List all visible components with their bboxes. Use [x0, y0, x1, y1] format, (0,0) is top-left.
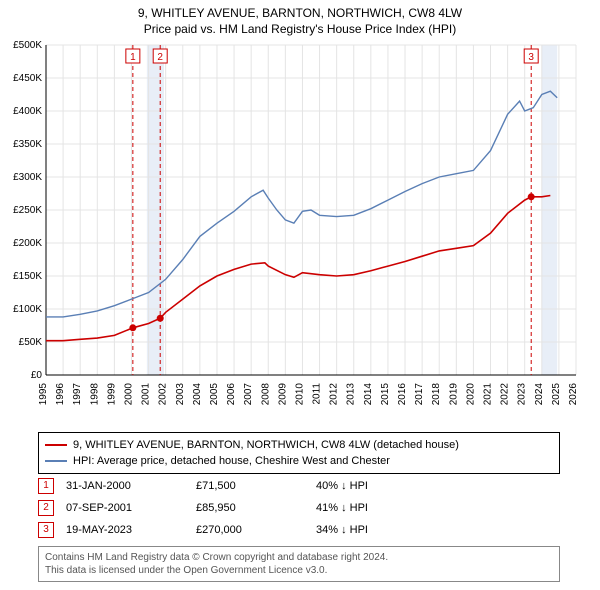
- svg-text:£450K: £450K: [13, 73, 42, 84]
- sale-row-2: 2 07-SEP-2001 £85,950 41% ↓ HPI: [38, 500, 368, 516]
- svg-text:2026: 2026: [568, 383, 579, 406]
- svg-text:2025: 2025: [551, 383, 562, 406]
- svg-text:2023: 2023: [517, 383, 528, 406]
- svg-text:2021: 2021: [483, 383, 494, 406]
- sale-date: 07-SEP-2001: [66, 502, 196, 514]
- attribution-box: Contains HM Land Registry data © Crown c…: [38, 546, 560, 582]
- svg-text:£100K: £100K: [13, 304, 42, 315]
- svg-text:£250K: £250K: [13, 205, 42, 216]
- svg-text:2: 2: [157, 52, 163, 63]
- legend-label: HPI: Average price, detached house, Ches…: [73, 455, 390, 467]
- svg-text:£300K: £300K: [13, 172, 42, 183]
- svg-text:2013: 2013: [346, 383, 357, 406]
- svg-text:2018: 2018: [431, 383, 442, 406]
- svg-text:2000: 2000: [123, 383, 134, 406]
- svg-text:2022: 2022: [500, 383, 511, 406]
- svg-text:1996: 1996: [55, 383, 66, 406]
- svg-text:1: 1: [130, 52, 136, 63]
- legend-swatch: [45, 460, 67, 462]
- chart-title-address: 9, WHITLEY AVENUE, BARNTON, NORTHWICH, C…: [0, 6, 600, 22]
- sale-date: 19-MAY-2023: [66, 524, 196, 536]
- svg-text:£500K: £500K: [13, 40, 42, 51]
- svg-text:1999: 1999: [106, 383, 117, 406]
- svg-text:£0: £0: [31, 370, 43, 381]
- sale-marker-2: 2: [38, 500, 54, 516]
- sale-marker-3: 3: [38, 522, 54, 538]
- svg-text:2005: 2005: [209, 383, 220, 406]
- attribution-line-2: This data is licensed under the Open Gov…: [45, 564, 553, 577]
- title-block: 9, WHITLEY AVENUE, BARNTON, NORTHWICH, C…: [0, 0, 600, 37]
- sale-row-3: 3 19-MAY-2023 £270,000 34% ↓ HPI: [38, 522, 368, 538]
- sale-row-1: 1 31-JAN-2000 £71,500 40% ↓ HPI: [38, 478, 368, 494]
- svg-text:£150K: £150K: [13, 271, 42, 282]
- sale-price: £270,000: [196, 524, 316, 536]
- svg-text:2017: 2017: [414, 383, 425, 406]
- sale-date: 31-JAN-2000: [66, 480, 196, 492]
- sale-diff: 34% ↓ HPI: [316, 524, 368, 536]
- svg-text:2020: 2020: [465, 383, 476, 406]
- svg-text:£350K: £350K: [13, 139, 42, 150]
- sale-marker-1: 1: [38, 478, 54, 494]
- svg-text:2006: 2006: [226, 383, 237, 406]
- sale-diff: 40% ↓ HPI: [316, 480, 368, 492]
- sale-price: £85,950: [196, 502, 316, 514]
- sale-price: £71,500: [196, 480, 316, 492]
- svg-text:2010: 2010: [294, 383, 305, 406]
- svg-text:1997: 1997: [72, 383, 83, 406]
- chart-title-subtitle: Price paid vs. HM Land Registry's House …: [0, 22, 600, 38]
- svg-text:1995: 1995: [38, 383, 49, 406]
- legend-box: 9, WHITLEY AVENUE, BARNTON, NORTHWICH, C…: [38, 432, 560, 474]
- svg-text:2015: 2015: [380, 383, 391, 406]
- svg-text:2002: 2002: [158, 383, 169, 406]
- svg-text:2014: 2014: [363, 383, 374, 406]
- svg-text:2008: 2008: [260, 383, 271, 406]
- attribution-line-1: Contains HM Land Registry data © Crown c…: [45, 551, 553, 564]
- svg-text:2012: 2012: [329, 383, 340, 406]
- sale-diff: 41% ↓ HPI: [316, 502, 368, 514]
- svg-text:2016: 2016: [397, 383, 408, 406]
- chart-container: 9, WHITLEY AVENUE, BARNTON, NORTHWICH, C…: [0, 0, 600, 590]
- svg-text:2007: 2007: [243, 383, 254, 406]
- legend-label: 9, WHITLEY AVENUE, BARNTON, NORTHWICH, C…: [73, 439, 459, 451]
- legend-swatch: [45, 444, 67, 446]
- svg-text:2001: 2001: [141, 383, 152, 406]
- svg-text:2003: 2003: [175, 383, 186, 406]
- legend-item-hpi: HPI: Average price, detached house, Ches…: [45, 453, 553, 469]
- svg-text:£400K: £400K: [13, 106, 42, 117]
- svg-text:2011: 2011: [312, 383, 323, 405]
- svg-text:2019: 2019: [448, 383, 459, 406]
- svg-text:2009: 2009: [277, 383, 288, 406]
- legend-item-price-paid: 9, WHITLEY AVENUE, BARNTON, NORTHWICH, C…: [45, 437, 553, 453]
- svg-text:£50K: £50K: [19, 337, 43, 348]
- svg-text:2024: 2024: [534, 383, 545, 406]
- price-chart: £0 £50K £100K £150K £200K £250K £300K £350K £400…: [0, 37, 600, 413]
- svg-text:1998: 1998: [89, 383, 100, 406]
- svg-text:3: 3: [528, 52, 534, 63]
- svg-text:2004: 2004: [192, 383, 203, 406]
- svg-text:£200K: £200K: [13, 238, 42, 249]
